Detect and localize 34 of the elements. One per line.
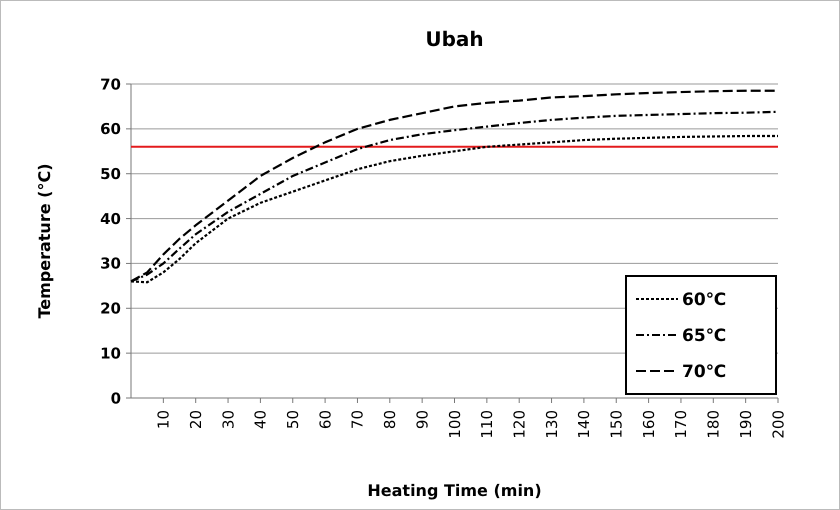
x-tick-label: 150: [608, 410, 626, 439]
x-tick-label: 80: [381, 410, 400, 430]
legend-label: 60℃: [682, 290, 726, 310]
y-tick-label: 0: [110, 389, 121, 408]
y-axis-title: Temperature (°C): [35, 163, 54, 319]
y-tick-label: 20: [100, 300, 121, 318]
x-tick-label: 40: [252, 410, 270, 430]
y-tick-label: 30: [100, 254, 121, 273]
x-tick-label: 120: [510, 410, 528, 439]
x-tick-label: 90: [413, 410, 432, 430]
y-tick-label: 40: [100, 210, 121, 228]
y-tick-label: 60: [100, 120, 121, 138]
x-tick-label: 170: [672, 410, 690, 439]
x-tick-label: 110: [478, 410, 496, 439]
legend-label: 65℃: [682, 326, 726, 346]
x-tick-label: 190: [736, 410, 755, 439]
x-tick-label: 180: [704, 410, 723, 439]
x-tick-label: 130: [542, 410, 561, 439]
x-tick-label: 50: [284, 410, 302, 430]
x-axis-title: Heating Time (min): [367, 481, 542, 500]
x-tick-label: 160: [640, 410, 658, 439]
chart-title: Ubah: [425, 27, 484, 51]
x-tick-label: 10: [154, 410, 173, 430]
x-tick-label: 70: [348, 410, 367, 430]
y-tick-label: 50: [100, 164, 121, 183]
x-tick-label: 30: [219, 410, 238, 430]
x-tick-label: 20: [186, 410, 205, 430]
x-tick-label: 140: [575, 410, 594, 439]
y-tick-label: 70: [100, 75, 121, 94]
x-tick-label: 100: [446, 410, 464, 439]
y-tick-label: 10: [100, 344, 121, 362]
x-tick-label: 60: [316, 410, 334, 430]
legend-label: 70℃: [682, 362, 726, 382]
x-tick-label: 200: [769, 410, 788, 439]
